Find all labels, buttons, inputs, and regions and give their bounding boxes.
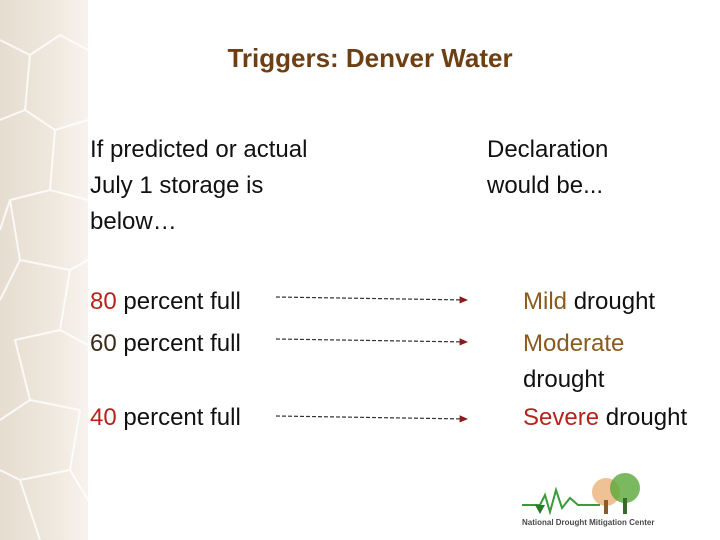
declaration-level: Moderate — [523, 330, 625, 357]
left-header-line: If predicted or actual — [90, 136, 308, 163]
threshold-text: percent full — [123, 404, 241, 431]
crack-lines — [0, 33, 89, 540]
threshold: 80 percent full — [90, 284, 241, 320]
left-header-line: July 1 storage is — [90, 172, 264, 199]
declaration-text: drought — [523, 366, 605, 393]
right-header-line: would be... — [487, 172, 604, 199]
declaration-level: Severe — [523, 404, 600, 431]
declaration-text: drought — [605, 404, 688, 431]
right-header-line: Declaration — [487, 136, 609, 163]
declaration: Severe drought — [523, 400, 687, 436]
threshold-text: percent full — [123, 330, 241, 357]
left-header-line: below… — [90, 208, 177, 235]
declaration: Moderate drought — [523, 326, 624, 398]
threshold-text: percent full — [123, 288, 241, 315]
declaration-level: Mild — [523, 288, 568, 315]
background-texture — [0, 0, 89, 540]
threshold: 40 percent full — [90, 400, 241, 436]
slide-title: Triggers: Denver Water — [227, 43, 513, 73]
threshold-number: 40 — [90, 404, 117, 431]
logo-graphic — [522, 473, 640, 516]
threshold-number: 60 — [90, 330, 117, 357]
threshold-number: 80 — [90, 288, 117, 315]
arrow — [275, 415, 469, 423]
declaration: Mild drought — [523, 284, 655, 320]
arrow — [275, 296, 469, 304]
declaration-text: drought — [573, 288, 656, 315]
threshold: 60 percent full — [90, 326, 241, 362]
arrow — [275, 338, 469, 346]
logo-text: National Drought Mitigation Center — [522, 518, 655, 527]
